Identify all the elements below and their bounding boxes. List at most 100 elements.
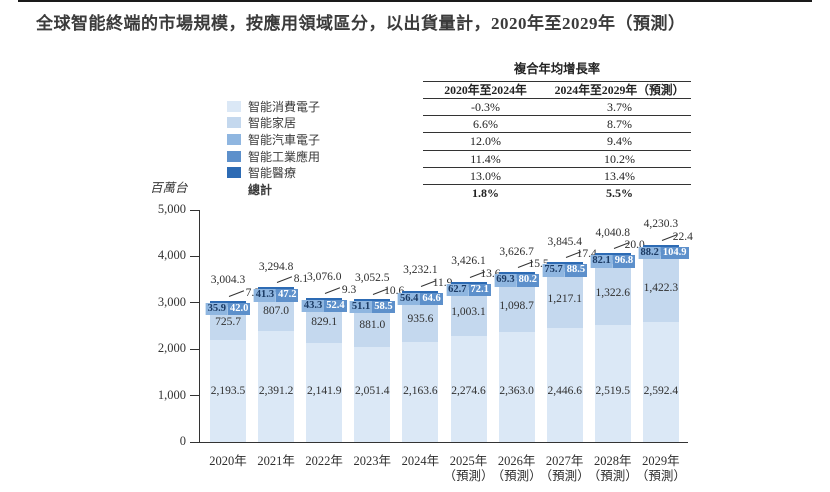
y-axis: [199, 210, 200, 442]
y-tick-mark: [190, 348, 200, 350]
bar-home-label: 1,003.1: [451, 306, 486, 319]
y-axis-unit-label: 百萬台: [150, 181, 188, 195]
chip-industrial-label: 80.2: [516, 274, 539, 287]
bar-segment-0-2028年: [594, 325, 631, 442]
legend-item-2: 智能汽車電子: [227, 131, 320, 148]
bar-segment-0-2029年: [642, 321, 679, 442]
chip-auto-label: 88.2: [638, 246, 661, 260]
bar-segment-4-2028年: [594, 253, 631, 256]
cagr-col-2020-2024: 2020年至2024年: [444, 83, 527, 97]
bar-segment-4-2020年: [210, 300, 246, 303]
x-label-2026年: 2026年: [497, 454, 536, 468]
chip-industrial-label: 42.0: [228, 302, 251, 316]
x-label-forecast-note: （預測）: [491, 469, 542, 483]
cagr-value-2020-2024: -0.3%: [471, 100, 500, 114]
x-axis: [195, 442, 688, 443]
y-tick-mark: [190, 302, 200, 304]
bar-total-label: 3,294.8: [258, 260, 294, 273]
cagr-total-row: 1.8% 5.5%: [423, 185, 691, 203]
chip-auto-label: 75.7: [542, 264, 565, 277]
bar-segment-0-2022年: [306, 342, 343, 442]
chip-auto-label: 35.9: [205, 302, 228, 316]
bar-consumer-label: 2,193.5: [210, 385, 246, 397]
bar-home-label: 725.7: [215, 316, 241, 329]
cagr-value-2024-2029: 3.7%: [607, 100, 632, 114]
legend-item-label: 智能醫療: [248, 166, 297, 181]
cagr-row-0: -0.3% 3.7%: [423, 99, 691, 117]
figure-title: 全球智能終端的市場規模，按應用領域區分，以出貨量計，2020年至2029年（預測…: [36, 14, 686, 33]
chip-industrial-label: 104.9: [660, 246, 689, 260]
bar-consumer-label: 2,519.5: [595, 385, 631, 397]
bar-total-label: 3,076.0: [306, 271, 342, 284]
chip-auto-label: 69.3: [494, 274, 517, 287]
top-rule: [18, 0, 812, 2]
bar-consumer-label: 2,163.6: [403, 385, 438, 397]
bar-segment-0-2021年: [258, 331, 295, 442]
bar-segment-0-2024年: [402, 341, 439, 442]
bar-segment-0-2026年: [498, 332, 535, 442]
legend-item-4: 智能醫療: [227, 164, 320, 181]
legend-swatch-icon: [227, 133, 241, 145]
bar-segment-0-2025年: [450, 336, 487, 442]
bar-medical-label: 8.1: [293, 273, 309, 286]
bar-segment-0-2020年: [210, 340, 246, 442]
bar-total-label: 3,426.1: [451, 255, 486, 268]
bar-home-label: 1,217.1: [547, 293, 582, 306]
y-tick-label: 3,000: [157, 294, 186, 309]
bar-total-label: 4,040.8: [595, 226, 631, 239]
cagr-value-2024-2029: 10.2%: [604, 151, 635, 166]
bar-home-label: 1,322.6: [595, 287, 631, 300]
bar-medical-label: 9.3: [341, 283, 357, 296]
bar-segment-4-2024年: [402, 290, 439, 293]
legend-total-label: 總計: [248, 182, 273, 197]
chip-auto-label: 56.4: [398, 292, 421, 306]
bar-consumer-label: 2,391.2: [258, 385, 294, 397]
x-label-2022年: 2022年: [305, 454, 343, 468]
cagr-value-2020-2024: 6.6%: [473, 117, 498, 132]
legend-item-label: 智能家居: [248, 116, 297, 131]
bar-medical-label: 22.4: [672, 230, 693, 243]
x-label-forecast-note: （預測）: [635, 469, 686, 483]
y-tick-mark: [190, 441, 200, 443]
bar-segment-4-2025年: [450, 281, 487, 284]
y-tick-label: 4,000: [157, 248, 186, 263]
bar-consumer-label: 2,274.6: [451, 385, 486, 397]
cagr-total-2020-2024: 1.8%: [472, 185, 499, 200]
x-label-2023年: 2023年: [353, 454, 392, 468]
bar-home-label: 881.0: [359, 319, 386, 332]
chip-auto-label: 62.7: [446, 283, 469, 297]
y-tick-mark: [190, 255, 200, 257]
y-tick-mark: [190, 209, 200, 211]
chip-industrial-label: 72.1: [468, 283, 491, 297]
bar-segment-1-2026年: [498, 281, 535, 333]
y-tick-label: 0: [179, 434, 186, 448]
x-label-2027年: 2027年: [545, 454, 584, 468]
chip-auto-label: 43.3: [301, 299, 325, 313]
x-label-2021年: 2021年: [257, 454, 295, 468]
x-label-2029年: 2029年: [642, 454, 680, 468]
bar-home-label: 829.1: [311, 316, 338, 329]
bar-total-label: 3,004.3: [210, 274, 246, 287]
bar-segment-0-2027年: [546, 328, 583, 442]
bar-home-label: 807.0: [263, 305, 290, 318]
bar-segment-1-2024年: [402, 298, 439, 342]
legend-total-row: 總計: [227, 181, 320, 198]
y-tick-label: 2,000: [157, 341, 186, 356]
bar-consumer-label: 2,141.9: [306, 385, 342, 397]
bar-total-label: 3,845.4: [547, 235, 582, 248]
cagr-row-1: 6.6% 8.7%: [423, 116, 691, 134]
bar-total-label: 4,230.3: [643, 218, 679, 231]
cagr-col-2024-2029: 2024年至2029年（預測）: [554, 83, 685, 97]
bar-total-label: 3,052.5: [355, 272, 390, 285]
cagr-total-2024-2029: 5.5%: [606, 185, 633, 200]
legend-item-label: 智能汽車電子: [248, 132, 321, 147]
y-tick-label: 5,000: [157, 202, 186, 216]
bar-segment-4-2023年: [354, 298, 391, 301]
cagr-value-2024-2029: 9.4%: [607, 134, 632, 149]
bar-consumer-label: 2,363.0: [499, 385, 534, 397]
cagr-value-2024-2029: 8.7%: [607, 117, 632, 132]
legend-item-3: 智能工業應用: [227, 148, 320, 165]
x-label-2028年: 2028年: [594, 454, 632, 468]
bar-total-label: 3,626.7: [499, 245, 534, 258]
chip-industrial-label: 58.5: [372, 300, 395, 314]
